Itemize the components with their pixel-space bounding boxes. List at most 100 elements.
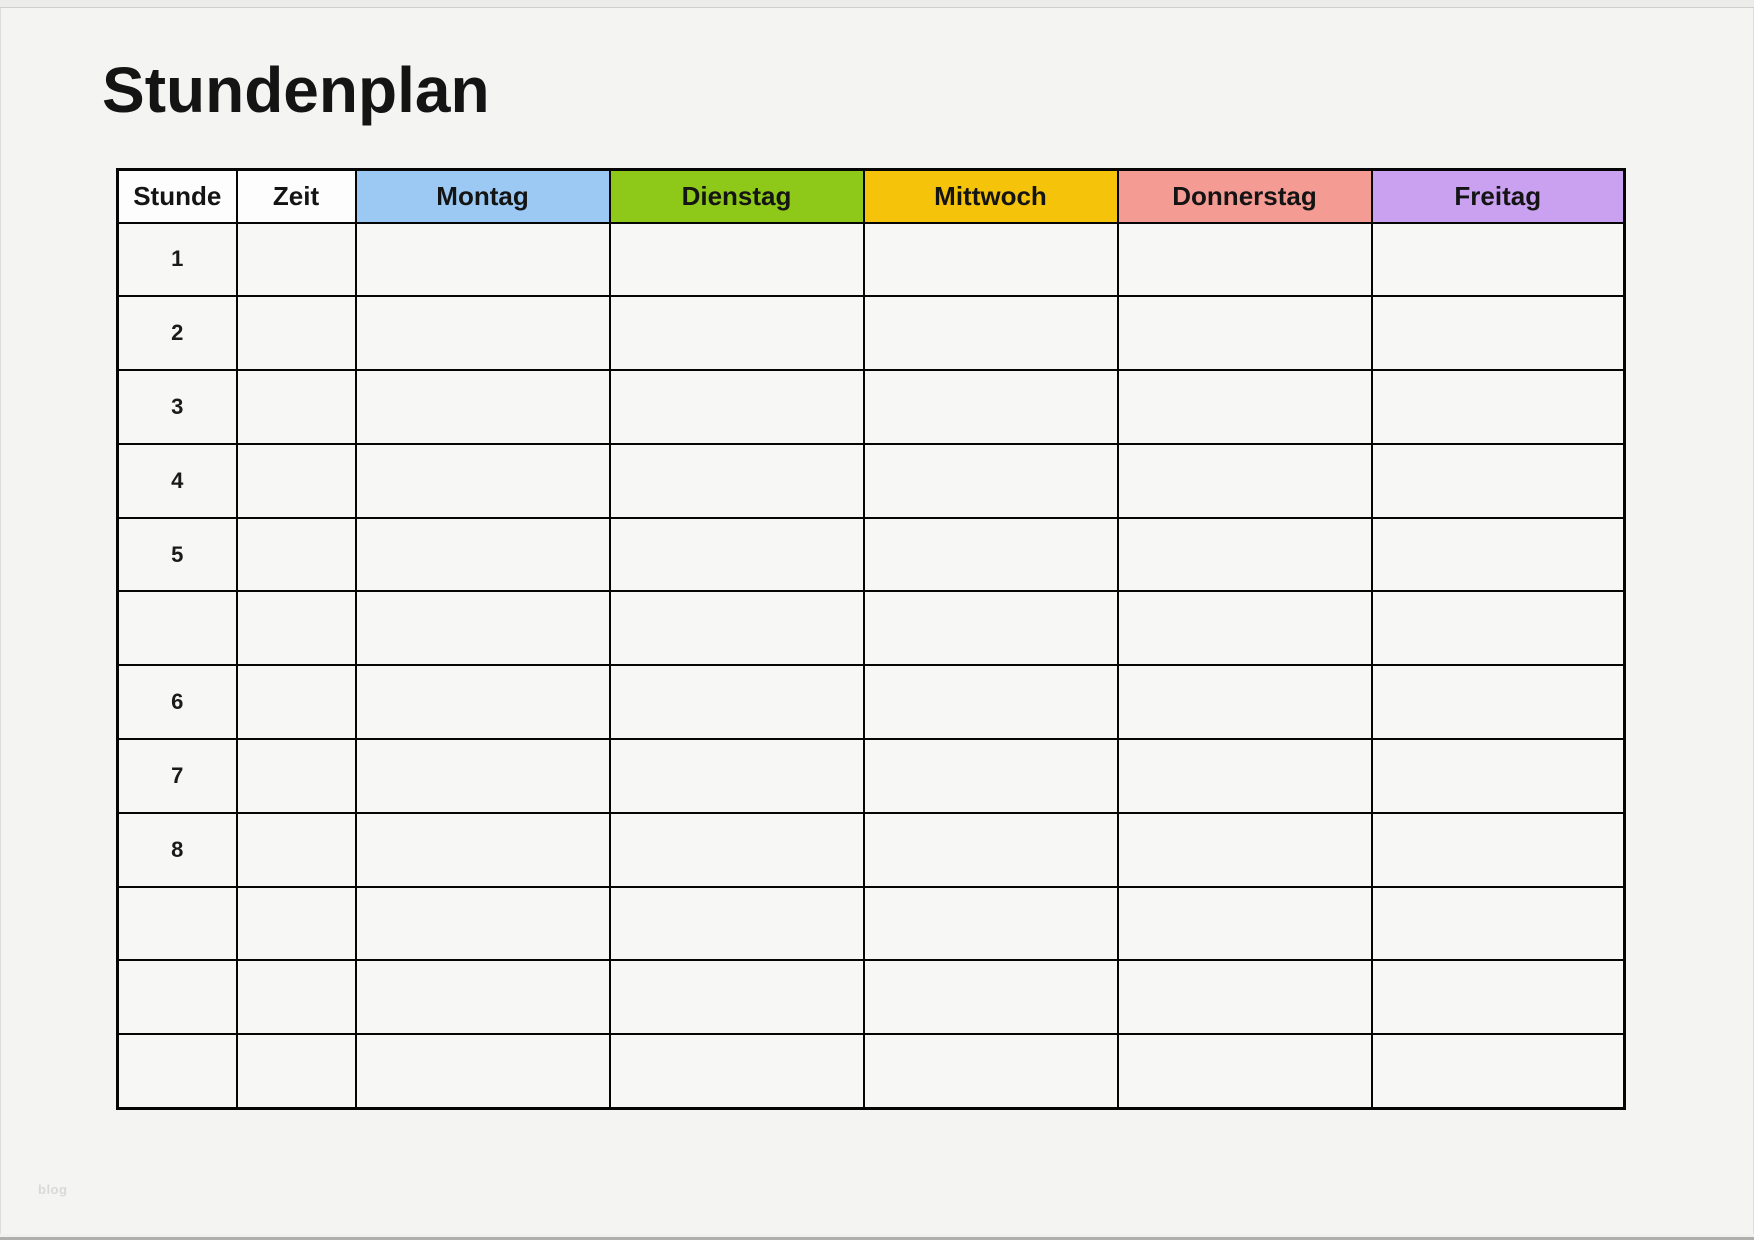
donnerstag-cell — [1116, 664, 1373, 741]
dienstag-cell — [608, 442, 865, 519]
freitag-cell — [1370, 369, 1626, 445]
donnerstag-cell — [1116, 959, 1373, 1036]
montag-cell — [354, 1033, 611, 1110]
montag-cell — [354, 590, 611, 667]
zeit-cell — [235, 221, 357, 298]
stunde-label-cell: 2 — [116, 295, 238, 372]
stunde-label-cell: 1 — [116, 221, 238, 298]
timetable-row: 8 — [116, 811, 1626, 888]
column-header-zeit: Zeit — [235, 168, 357, 224]
mittwoch-cell — [862, 811, 1119, 888]
stunde-label-cell — [116, 885, 238, 962]
stunde-label-cell: 5 — [116, 516, 238, 593]
freitag-cell — [1370, 516, 1626, 593]
stunde-label-cell — [116, 1033, 238, 1110]
donnerstag-cell — [1116, 1033, 1373, 1110]
stunde-label-cell: 8 — [116, 811, 238, 888]
watermark: blog — [38, 1182, 68, 1197]
zeit-cell — [235, 1033, 357, 1110]
montag-cell — [354, 369, 611, 445]
mittwoch-cell — [862, 295, 1119, 372]
dienstag-cell — [608, 516, 865, 593]
column-header-dienstag: Dienstag — [608, 168, 865, 224]
freitag-cell — [1370, 442, 1626, 519]
freitag-cell — [1370, 295, 1626, 372]
timetable-row: 1 — [116, 221, 1626, 298]
mittwoch-cell — [862, 959, 1119, 1036]
mittwoch-cell — [862, 369, 1119, 445]
donnerstag-cell — [1116, 738, 1373, 814]
donnerstag-cell — [1116, 295, 1373, 372]
timetable-row: 6 — [116, 664, 1626, 741]
stunde-label-cell — [116, 590, 238, 667]
dienstag-cell — [608, 295, 865, 372]
column-header-mittwoch: Mittwoch — [862, 168, 1119, 224]
zeit-cell — [235, 442, 357, 519]
zeit-cell — [235, 811, 357, 888]
column-header-stunde: Stunde — [116, 168, 238, 224]
zeit-cell — [235, 738, 357, 814]
donnerstag-cell — [1116, 369, 1373, 445]
zeit-cell — [235, 664, 357, 741]
zeit-cell — [235, 590, 357, 667]
montag-cell — [354, 885, 611, 962]
timetable-row: 3 — [116, 369, 1626, 445]
montag-cell — [354, 221, 611, 298]
mittwoch-cell — [862, 590, 1119, 667]
dienstag-cell — [608, 738, 865, 814]
zeit-cell — [235, 516, 357, 593]
freitag-cell — [1370, 1033, 1626, 1110]
column-header-freitag: Freitag — [1370, 168, 1626, 224]
dienstag-cell — [608, 369, 865, 445]
donnerstag-cell — [1116, 442, 1373, 519]
timetable-row — [116, 1033, 1626, 1110]
mittwoch-cell — [862, 885, 1119, 962]
dienstag-cell — [608, 811, 865, 888]
timetable-row — [116, 590, 1626, 667]
timetable-row: 4 — [116, 442, 1626, 519]
mittwoch-cell — [862, 442, 1119, 519]
timetable-row: 7 — [116, 738, 1626, 814]
timetable-row: 2 — [116, 295, 1626, 372]
timetable-row: 5 — [116, 516, 1626, 593]
dienstag-cell — [608, 221, 865, 298]
timetable-row — [116, 885, 1626, 962]
timetable: Stunde Zeit Montag Dienstag Mittwoch Don… — [116, 168, 1626, 1110]
dienstag-cell — [608, 885, 865, 962]
dienstag-cell — [608, 959, 865, 1036]
freitag-cell — [1370, 811, 1626, 888]
mittwoch-cell — [862, 516, 1119, 593]
stunde-label-cell: 3 — [116, 369, 238, 445]
dienstag-cell — [608, 1033, 865, 1110]
zeit-cell — [235, 885, 357, 962]
freitag-cell — [1370, 664, 1626, 741]
montag-cell — [354, 295, 611, 372]
montag-cell — [354, 516, 611, 593]
stunde-label-cell — [116, 959, 238, 1036]
zeit-cell — [235, 295, 357, 372]
zeit-cell — [235, 369, 357, 445]
donnerstag-cell — [1116, 221, 1373, 298]
montag-cell — [354, 959, 611, 1036]
mittwoch-cell — [862, 1033, 1119, 1110]
donnerstag-cell — [1116, 811, 1373, 888]
freitag-cell — [1370, 959, 1626, 1036]
stunde-label-cell: 4 — [116, 442, 238, 519]
mittwoch-cell — [862, 664, 1119, 741]
freitag-cell — [1370, 221, 1626, 298]
montag-cell — [354, 738, 611, 814]
column-header-donnerstag: Donnerstag — [1116, 168, 1373, 224]
stunde-label-cell: 6 — [116, 664, 238, 741]
donnerstag-cell — [1116, 516, 1373, 593]
column-header-montag: Montag — [354, 168, 611, 224]
dienstag-cell — [608, 664, 865, 741]
montag-cell — [354, 811, 611, 888]
mittwoch-cell — [862, 221, 1119, 298]
freitag-cell — [1370, 885, 1626, 962]
bottom-edge-strip — [0, 1234, 1754, 1240]
top-edge-strip — [0, 0, 1754, 8]
montag-cell — [354, 664, 611, 741]
donnerstag-cell — [1116, 590, 1373, 667]
freitag-cell — [1370, 590, 1626, 667]
page-title: Stundenplan — [102, 54, 490, 126]
